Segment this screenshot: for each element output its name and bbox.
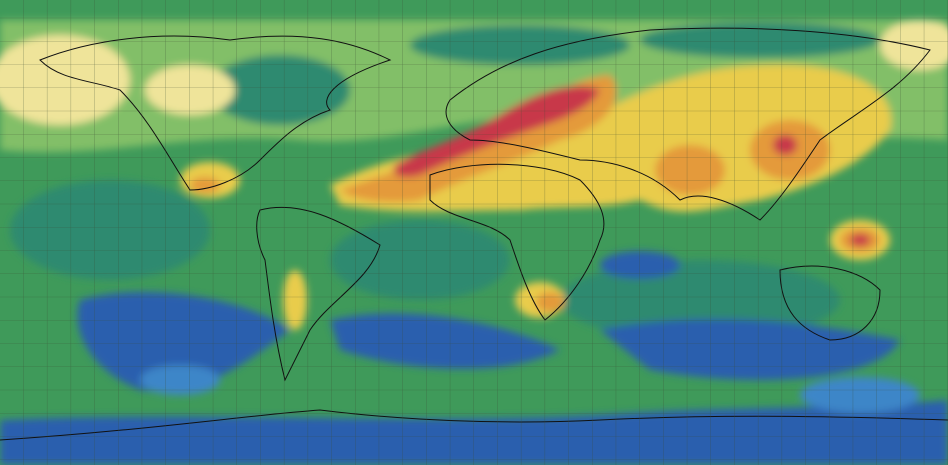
- graticule: [0, 0, 948, 465]
- map: [0, 0, 948, 465]
- page: [0, 0, 948, 465]
